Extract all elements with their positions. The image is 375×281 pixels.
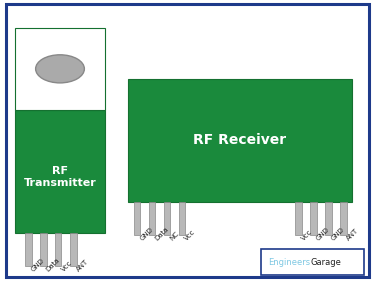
Text: GND: GND [139,226,154,242]
Text: Vcc: Vcc [60,260,73,273]
Text: GND: GND [330,226,345,242]
Bar [261,249,364,275]
Bar [178,202,185,235]
Bar [128,79,352,202]
Text: Data: Data [154,226,170,242]
Text: Data: Data [45,257,61,273]
Bar [25,233,32,266]
Bar [134,202,140,235]
Text: GND: GND [315,226,330,242]
Bar [295,202,302,235]
Text: Vcc: Vcc [300,229,313,242]
Bar [164,202,170,235]
Bar [15,28,105,110]
Text: Garage: Garage [310,257,341,267]
Bar [40,233,46,266]
Text: ANT: ANT [75,258,89,273]
Text: RF Receiver: RF Receiver [194,133,286,148]
Bar [70,233,76,266]
Text: Engineers: Engineers [268,257,310,267]
Bar [325,202,332,235]
Bar [340,202,346,235]
Text: NC: NC [169,230,180,242]
Bar [310,202,316,235]
Bar [55,233,62,266]
Text: ANT: ANT [345,227,359,242]
Text: GND: GND [30,257,45,273]
Bar [148,202,155,235]
Bar [15,110,105,233]
Text: Vcc: Vcc [184,229,197,242]
Ellipse shape [36,55,84,83]
Text: RF
Transmitter: RF Transmitter [24,166,96,188]
